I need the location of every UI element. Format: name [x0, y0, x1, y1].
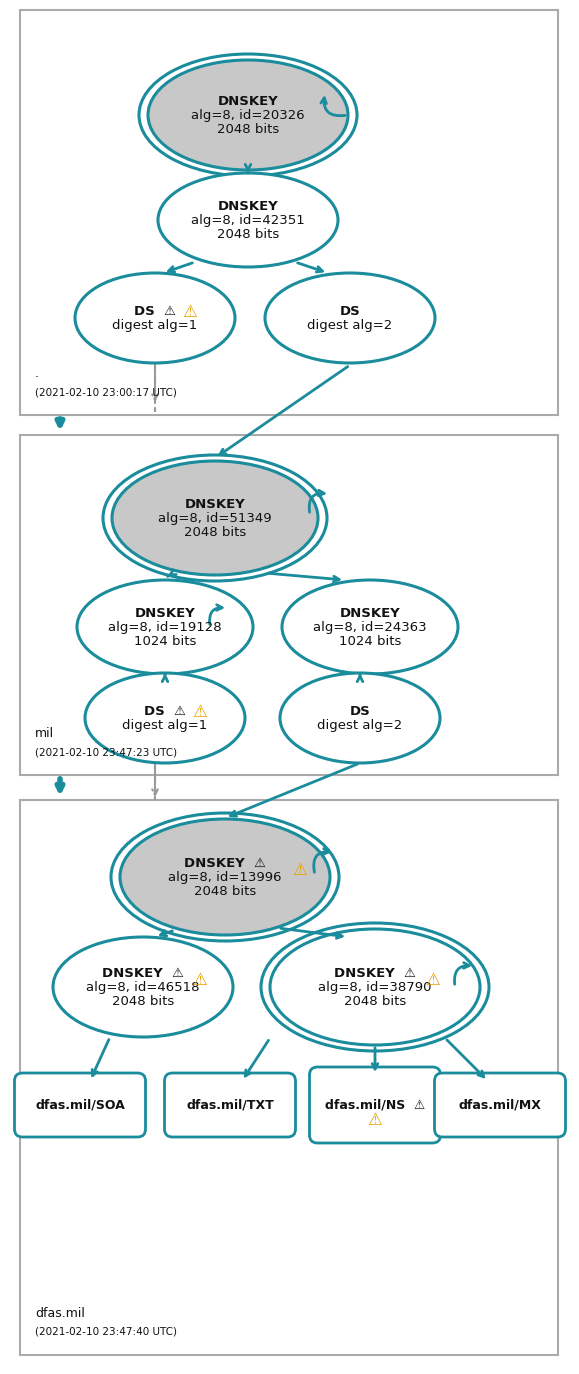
Ellipse shape [120, 819, 330, 934]
Text: 2048 bits: 2048 bits [344, 995, 406, 1007]
Ellipse shape [282, 580, 458, 675]
Text: DNSKEY: DNSKEY [218, 199, 278, 213]
Text: DNSKEY: DNSKEY [218, 95, 278, 107]
Text: alg=8, id=51349: alg=8, id=51349 [158, 511, 272, 525]
Ellipse shape [53, 937, 233, 1037]
Text: digest alg=1: digest alg=1 [122, 719, 208, 731]
Text: alg=8, id=19128: alg=8, id=19128 [108, 621, 222, 633]
FancyBboxPatch shape [164, 1073, 295, 1138]
Text: dfas.mil/MX: dfas.mil/MX [459, 1098, 541, 1112]
FancyBboxPatch shape [310, 1068, 441, 1143]
Text: alg=8, id=20326: alg=8, id=20326 [191, 109, 305, 121]
FancyBboxPatch shape [20, 800, 558, 1355]
Text: alg=8, id=13996: alg=8, id=13996 [168, 871, 282, 883]
Ellipse shape [77, 580, 253, 675]
Text: dfas.mil: dfas.mil [35, 1307, 85, 1320]
Text: 1024 bits: 1024 bits [339, 635, 401, 647]
Ellipse shape [75, 273, 235, 363]
Text: 2048 bits: 2048 bits [184, 525, 246, 539]
Text: (2021-02-10 23:00:17 UTC): (2021-02-10 23:00:17 UTC) [35, 387, 177, 397]
Ellipse shape [158, 173, 338, 267]
Text: alg=8, id=24363: alg=8, id=24363 [313, 621, 427, 633]
Text: DS  ⚠: DS ⚠ [134, 305, 176, 317]
Text: DNSKEY: DNSKEY [185, 497, 245, 511]
Text: DNSKEY  ⚠: DNSKEY ⚠ [102, 966, 184, 980]
Text: DNSKEY: DNSKEY [340, 606, 400, 620]
Text: alg=8, id=42351: alg=8, id=42351 [191, 213, 305, 227]
Ellipse shape [148, 60, 348, 170]
Text: digest alg=2: digest alg=2 [317, 719, 402, 731]
Text: ⚠: ⚠ [426, 971, 441, 989]
FancyBboxPatch shape [20, 436, 558, 775]
Text: (2021-02-10 23:47:40 UTC): (2021-02-10 23:47:40 UTC) [35, 1327, 177, 1337]
Text: DS: DS [340, 305, 360, 317]
Text: digest alg=2: digest alg=2 [307, 319, 393, 331]
Ellipse shape [112, 462, 318, 574]
Text: alg=8, id=38790: alg=8, id=38790 [318, 981, 432, 993]
Ellipse shape [270, 929, 480, 1046]
Text: dfas.mil/TXT: dfas.mil/TXT [186, 1098, 274, 1112]
Text: (2021-02-10 23:47:23 UTC): (2021-02-10 23:47:23 UTC) [35, 747, 177, 757]
Text: 2048 bits: 2048 bits [112, 995, 174, 1007]
Text: alg=8, id=46518: alg=8, id=46518 [86, 981, 200, 993]
Text: mil: mil [35, 727, 54, 741]
Text: DNSKEY: DNSKEY [135, 606, 195, 620]
Ellipse shape [280, 673, 440, 763]
Text: 2048 bits: 2048 bits [194, 885, 256, 897]
Text: 2048 bits: 2048 bits [217, 228, 279, 240]
Text: 1024 bits: 1024 bits [134, 635, 196, 647]
Text: .: . [35, 367, 39, 381]
Text: 2048 bits: 2048 bits [217, 122, 279, 136]
Text: ⚠: ⚠ [292, 861, 307, 879]
Text: DS: DS [350, 705, 371, 717]
Text: DNSKEY  ⚠: DNSKEY ⚠ [334, 966, 416, 980]
Ellipse shape [85, 673, 245, 763]
Text: ⚠: ⚠ [368, 1112, 383, 1129]
FancyBboxPatch shape [434, 1073, 566, 1138]
Text: DS  ⚠: DS ⚠ [144, 705, 186, 717]
Text: dfas.mil/SOA: dfas.mil/SOA [35, 1098, 125, 1112]
Ellipse shape [265, 273, 435, 363]
FancyBboxPatch shape [20, 10, 558, 415]
Text: digest alg=1: digest alg=1 [112, 319, 197, 331]
FancyBboxPatch shape [14, 1073, 145, 1138]
Text: ⚠: ⚠ [193, 971, 207, 989]
Text: dfas.mil/NS  ⚠: dfas.mil/NS ⚠ [325, 1098, 425, 1112]
Text: ⚠: ⚠ [182, 304, 197, 322]
Text: DNSKEY  ⚠: DNSKEY ⚠ [184, 856, 266, 870]
Text: ⚠: ⚠ [193, 703, 207, 721]
